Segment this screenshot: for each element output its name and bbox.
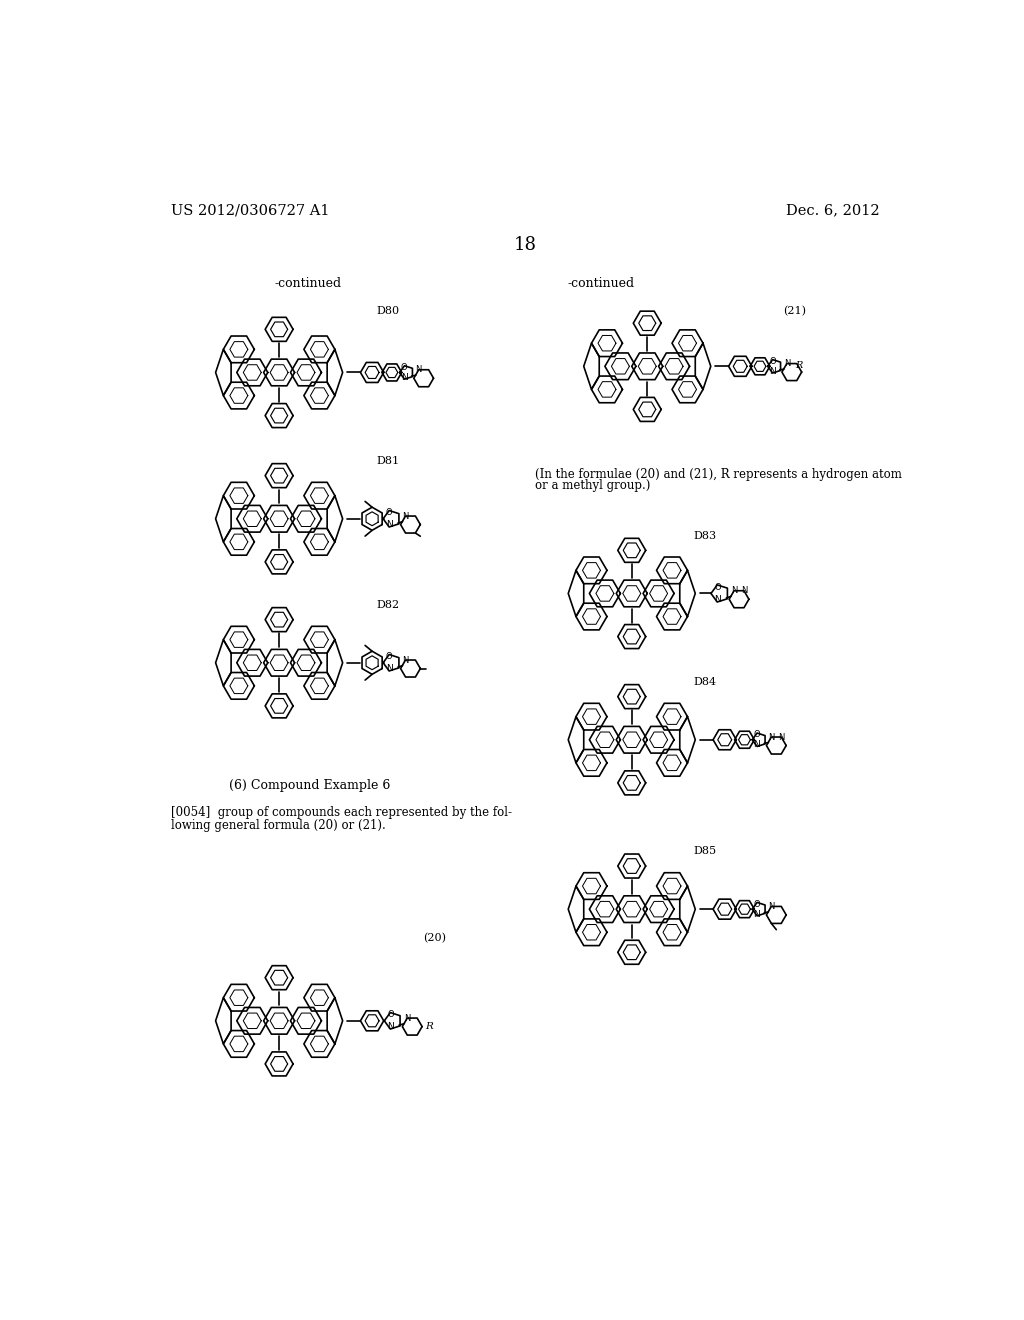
Text: US 2012/0306727 A1: US 2012/0306727 A1: [171, 203, 329, 218]
Text: N: N: [740, 586, 748, 595]
Text: or a methyl group.): or a methyl group.): [535, 479, 650, 492]
Text: N: N: [783, 359, 791, 368]
Text: O: O: [754, 730, 760, 739]
Text: N: N: [402, 656, 409, 664]
Text: O: O: [769, 356, 775, 366]
Text: O: O: [754, 900, 760, 908]
Text: O: O: [387, 1010, 393, 1019]
Text: D83: D83: [694, 531, 717, 541]
Text: N: N: [400, 374, 408, 381]
Text: (21): (21): [783, 306, 806, 315]
Text: (20): (20): [423, 933, 445, 944]
Text: lowing general formula (20) or (21).: lowing general formula (20) or (21).: [171, 820, 385, 833]
Text: (6) Compound Example 6: (6) Compound Example 6: [228, 779, 390, 792]
Text: -continued: -continued: [274, 277, 341, 289]
Text: O: O: [386, 652, 392, 661]
Text: D85: D85: [694, 846, 717, 857]
Text: N: N: [404, 1014, 411, 1023]
Text: R: R: [796, 362, 803, 371]
Text: N: N: [714, 595, 721, 605]
Text: N: N: [768, 902, 774, 911]
Text: N: N: [769, 367, 776, 376]
Text: D84: D84: [694, 677, 717, 686]
Text: -continued: -continued: [567, 277, 634, 289]
Text: N: N: [416, 366, 422, 375]
Text: O: O: [400, 363, 408, 372]
Text: Dec. 6, 2012: Dec. 6, 2012: [786, 203, 880, 218]
Text: O: O: [714, 582, 721, 591]
Text: N: N: [387, 1023, 394, 1031]
Text: 18: 18: [513, 236, 537, 253]
Text: N: N: [754, 909, 760, 919]
Text: N: N: [778, 733, 784, 742]
Text: D81: D81: [376, 455, 399, 466]
Text: N: N: [768, 733, 774, 742]
Text: N: N: [731, 586, 737, 595]
Text: [0054]  group of compounds each represented by the fol-: [0054] group of compounds each represent…: [171, 807, 512, 820]
Text: N: N: [754, 741, 760, 750]
Text: D82: D82: [376, 601, 399, 610]
Text: (In the formulae (20) and (21), R represents a hydrogen atom: (In the formulae (20) and (21), R repres…: [535, 467, 902, 480]
Text: N: N: [386, 520, 392, 529]
Text: N: N: [402, 512, 409, 520]
Text: N: N: [386, 664, 392, 673]
Text: R: R: [425, 1022, 433, 1031]
Text: D80: D80: [376, 306, 399, 315]
Text: O: O: [386, 508, 392, 517]
